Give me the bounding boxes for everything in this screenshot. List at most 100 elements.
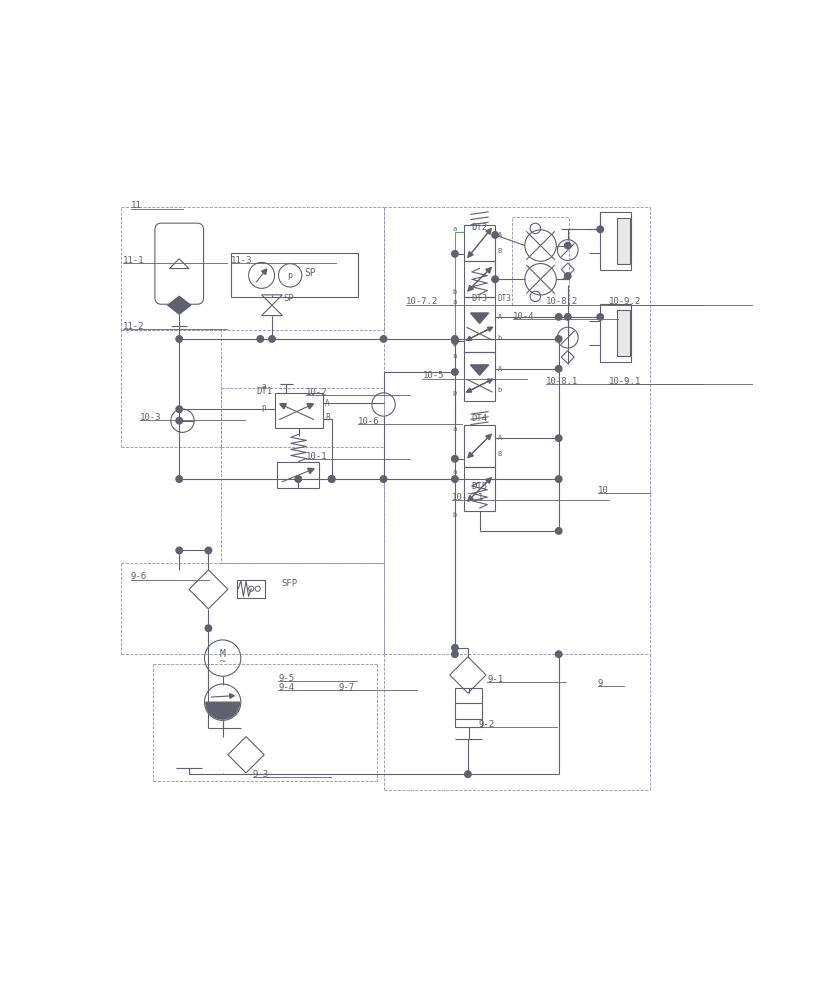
Circle shape [451, 456, 457, 462]
Text: 9-5: 9-5 [278, 674, 294, 683]
Bar [277, 462, 319, 488]
Text: DT2: DT2 [471, 223, 487, 232]
Text: SFP: SFP [281, 579, 297, 588]
Text: 10-6: 10-6 [357, 417, 379, 426]
Text: a: a [451, 226, 456, 232]
Text: a: a [451, 299, 456, 305]
Text: 10-2: 10-2 [305, 388, 327, 397]
Text: 10-7.1: 10-7.1 [451, 493, 484, 502]
Text: 10-4: 10-4 [512, 312, 534, 321]
Text: 9-1: 9-1 [487, 675, 503, 684]
Text: 11-2: 11-2 [123, 322, 144, 331]
Text: 10-8.2: 10-8.2 [545, 297, 578, 306]
Bar [599, 212, 630, 270]
Circle shape [555, 366, 561, 372]
Circle shape [176, 336, 182, 342]
Circle shape [555, 314, 561, 320]
Polygon shape [467, 452, 473, 458]
Text: DT4: DT4 [471, 414, 487, 423]
Bar [463, 261, 495, 297]
Circle shape [328, 476, 334, 482]
Text: A: A [497, 232, 502, 238]
Bar [617, 218, 629, 264]
Text: b: b [497, 335, 502, 341]
Circle shape [451, 651, 457, 657]
Circle shape [176, 406, 182, 412]
Circle shape [451, 336, 457, 342]
Text: DT1: DT1 [256, 387, 273, 396]
Bar [455, 688, 482, 727]
Text: 9-3: 9-3 [252, 770, 268, 779]
Text: 10-9.2: 10-9.2 [609, 297, 640, 306]
FancyBboxPatch shape [155, 223, 203, 304]
Text: b: b [451, 289, 456, 295]
Circle shape [464, 771, 471, 777]
Bar [231, 253, 357, 297]
Polygon shape [467, 496, 473, 501]
Bar [617, 310, 629, 356]
Text: 10-8.1: 10-8.1 [545, 377, 578, 386]
Circle shape [555, 476, 561, 482]
Circle shape [176, 476, 182, 482]
Text: ~: ~ [220, 657, 226, 667]
Polygon shape [307, 404, 314, 409]
Text: A: A [497, 435, 502, 441]
Circle shape [328, 476, 334, 482]
Text: p: p [288, 271, 293, 280]
Text: 10-7.2: 10-7.2 [405, 297, 438, 306]
Circle shape [596, 314, 603, 320]
Polygon shape [167, 296, 191, 314]
Polygon shape [467, 285, 473, 291]
Text: 11-3: 11-3 [231, 256, 252, 265]
Text: 10-1: 10-1 [305, 452, 327, 461]
Text: DT3: DT3 [471, 294, 487, 303]
Circle shape [555, 651, 561, 657]
Circle shape [380, 336, 386, 342]
Text: 9-4: 9-4 [278, 683, 294, 692]
Bar [274, 393, 322, 428]
Circle shape [555, 336, 561, 342]
Circle shape [257, 336, 263, 342]
Text: M: M [220, 649, 226, 659]
Text: 10-9.1: 10-9.1 [609, 377, 640, 386]
Circle shape [451, 476, 457, 482]
Text: b: b [497, 387, 502, 393]
Text: 10: 10 [597, 486, 608, 495]
Polygon shape [279, 404, 286, 409]
Circle shape [563, 273, 570, 279]
Text: A: A [497, 366, 502, 372]
Circle shape [555, 528, 561, 534]
Polygon shape [466, 388, 472, 392]
Polygon shape [470, 313, 488, 323]
Circle shape [294, 476, 301, 482]
Circle shape [451, 251, 457, 257]
Circle shape [268, 336, 275, 342]
Text: 11: 11 [130, 201, 141, 210]
Text: p: p [451, 341, 456, 347]
Text: A: A [497, 314, 502, 320]
Wedge shape [206, 702, 239, 719]
Bar [463, 225, 495, 261]
Bar [463, 297, 495, 352]
Polygon shape [487, 327, 492, 331]
Polygon shape [308, 468, 314, 474]
Bar [237, 580, 265, 598]
Circle shape [205, 625, 212, 631]
Circle shape [563, 314, 570, 320]
Circle shape [176, 417, 182, 424]
Bar [463, 352, 495, 401]
Polygon shape [487, 379, 492, 383]
Polygon shape [485, 434, 491, 440]
Text: b: b [451, 512, 456, 518]
Text: 9: 9 [597, 679, 602, 688]
Text: a: a [451, 426, 456, 432]
Circle shape [205, 547, 212, 554]
Text: SP: SP [304, 268, 316, 278]
Polygon shape [466, 336, 472, 340]
Polygon shape [486, 229, 491, 234]
Text: p: p [451, 250, 456, 256]
Text: p: p [451, 390, 456, 396]
Text: 9-2: 9-2 [477, 720, 494, 729]
Circle shape [596, 226, 603, 233]
Text: 9-7: 9-7 [338, 683, 354, 692]
